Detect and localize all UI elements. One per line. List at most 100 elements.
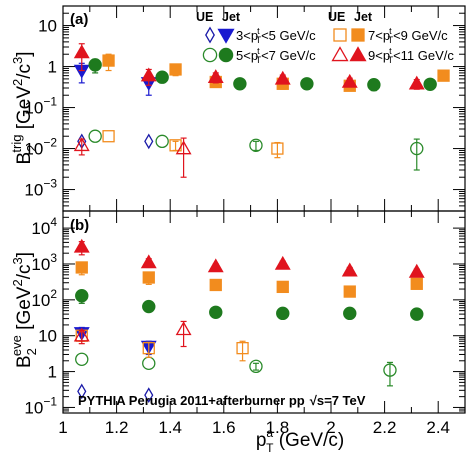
data-point-s4_jet xyxy=(140,67,157,82)
x-tick-label: 1.8 xyxy=(266,418,290,437)
y-tick-label: 10−1 xyxy=(24,95,57,118)
legend-marker-s4_ue xyxy=(331,46,349,62)
data-point-s2_jet xyxy=(343,306,357,321)
data-point-s2_ue xyxy=(410,141,424,156)
data-point-s4_jet xyxy=(207,258,224,273)
legend-head-ue-2: UE xyxy=(328,10,345,24)
legend-marker-s3_ue xyxy=(333,28,347,42)
x-tick-label: 2.2 xyxy=(373,418,397,437)
legend-marker-s4_jet xyxy=(349,46,367,62)
panel-a: 10−3 10−2 10−1 1 10 (a) B2trig [GeV2/c3] UE … xyxy=(9,5,466,212)
legend-marker-s3_jet xyxy=(351,28,365,42)
data-point-s2_jet xyxy=(155,70,169,84)
legend-label-3-5: 3<pt T<5 GeV/c xyxy=(236,26,316,45)
data-point-s2_jet xyxy=(367,78,381,92)
data-point-s4_jet xyxy=(274,255,291,270)
y-tick-label: 104 xyxy=(31,215,57,238)
data-point-s1_ue xyxy=(144,133,154,150)
panel-a-ylabel: B2trig [GeV2/c3] xyxy=(9,51,39,164)
legend-label-5-7: 5<pt T<7 GeV/c xyxy=(236,46,316,65)
panel-b-x-ticks: 1 1.2 1.4 1.6 1.8 2 2.2 2.4 xyxy=(58,211,466,437)
data-point-s4_ue xyxy=(73,137,90,152)
panel-a-y-ticks: 10−3 10−2 10−1 1 10 xyxy=(24,5,465,212)
data-point-s3_jet xyxy=(75,261,88,274)
data-point-s3_ue xyxy=(142,341,155,355)
data-point-s2_jet xyxy=(410,307,424,321)
legend-head-jet-1: Jet xyxy=(222,10,241,24)
data-point-s2_jet xyxy=(142,299,156,314)
data-point-s4_jet xyxy=(408,75,425,90)
x-axis-label: pa T (GeV/c) xyxy=(256,426,344,455)
data-point-s3_jet xyxy=(410,277,423,290)
data-point-s4_jet xyxy=(408,263,425,278)
legend-label-7-9: 7<pt T<9 GeV/c xyxy=(368,26,448,45)
legend-head-jet-2: Jet xyxy=(354,10,373,24)
y-tick-label: 1 xyxy=(48,363,57,382)
footnote: PYTHIA Perugia 2011+afterburner pp √s=7 T… xyxy=(78,393,366,408)
data-point-s4_ue xyxy=(175,321,192,336)
data-point-s3_jet xyxy=(276,280,289,294)
data-point-s3_jet xyxy=(437,69,450,82)
data-point-s4_ue xyxy=(73,327,90,342)
legend-marker-s1_jet xyxy=(217,28,235,44)
data-point-s2_ue xyxy=(142,356,156,371)
data-point-s2_ue xyxy=(249,138,263,153)
x-tick-label: 2 xyxy=(326,418,335,437)
x-tick-label: 1 xyxy=(58,418,67,437)
data-point-s2_ue xyxy=(75,352,89,366)
y-tick-label: 10−3 xyxy=(24,177,57,200)
y-tick-label: 10−2 xyxy=(24,136,57,159)
legend-marker-s1_ue xyxy=(205,26,215,44)
legend-head-ue-1: UE xyxy=(196,10,213,24)
data-point-s3_jet xyxy=(343,285,356,298)
panel-a-tag: (a) xyxy=(70,11,88,28)
data-point-s2_jet xyxy=(233,77,247,91)
data-point-s3_jet xyxy=(102,54,115,67)
data-point-s4_jet xyxy=(207,69,224,83)
legend-label-9-11: 9<pt T<11 GeV/c xyxy=(368,46,454,65)
data-point-s2_jet xyxy=(75,289,89,303)
y-tick-label: 10−1 xyxy=(24,394,57,417)
data-point-s4_jet xyxy=(274,70,291,85)
data-point-s2_jet xyxy=(423,77,437,91)
data-point-s2_ue xyxy=(155,134,169,149)
x-tick-label: 1.2 xyxy=(105,418,129,437)
data-point-s3_ue xyxy=(102,130,115,143)
legend: UE Jet UE Jet 3<pt T<5 GeV/c 5<pt T<7 GeV/… xyxy=(196,10,454,65)
legend-markers xyxy=(202,26,367,63)
data-point-s2_ue xyxy=(383,363,397,377)
data-point-s3_jet xyxy=(169,63,182,76)
panel-b-points xyxy=(73,238,425,404)
y-tick-label: 10 xyxy=(38,17,57,36)
data-point-s4_jet xyxy=(73,44,90,59)
panel-a-x-ticks xyxy=(62,6,466,211)
data-point-s2_ue xyxy=(88,129,102,143)
y-tick-label: 103 xyxy=(31,251,57,274)
panel-b-ylabel: B2eve [GeV2/c3] xyxy=(9,252,39,368)
panel-b-tag: (b) xyxy=(70,217,89,234)
data-point-s2_jet xyxy=(276,306,290,321)
legend-marker-s2_jet xyxy=(218,47,234,63)
data-point-s4_jet xyxy=(73,238,90,253)
data-point-s3_ue xyxy=(236,341,249,355)
data-point-s4_jet xyxy=(140,254,157,269)
y-tick-label: 1 xyxy=(48,58,57,77)
data-point-s1_ue xyxy=(144,387,154,404)
data-point-s2_jet xyxy=(300,77,314,91)
panel-a-points xyxy=(73,43,450,178)
data-point-s3_jet xyxy=(209,278,222,292)
data-point-s3_jet xyxy=(142,271,155,284)
data-point-s4_jet xyxy=(341,262,358,277)
y-tick-label: 102 xyxy=(31,287,57,310)
panel-b-frame xyxy=(62,210,466,414)
data-point-s2_ue xyxy=(249,359,263,374)
x-tick-label: 1.6 xyxy=(212,418,236,437)
data-point-s3_ue xyxy=(271,142,284,155)
data-point-s2_jet xyxy=(209,305,223,319)
panel-b-y-ticks: 10−1 1 10 102 103 104 xyxy=(24,210,465,417)
y-tick-label: 10 xyxy=(38,327,57,346)
data-point-s4_jet xyxy=(341,73,358,88)
data-point-s4_ue xyxy=(175,140,192,155)
